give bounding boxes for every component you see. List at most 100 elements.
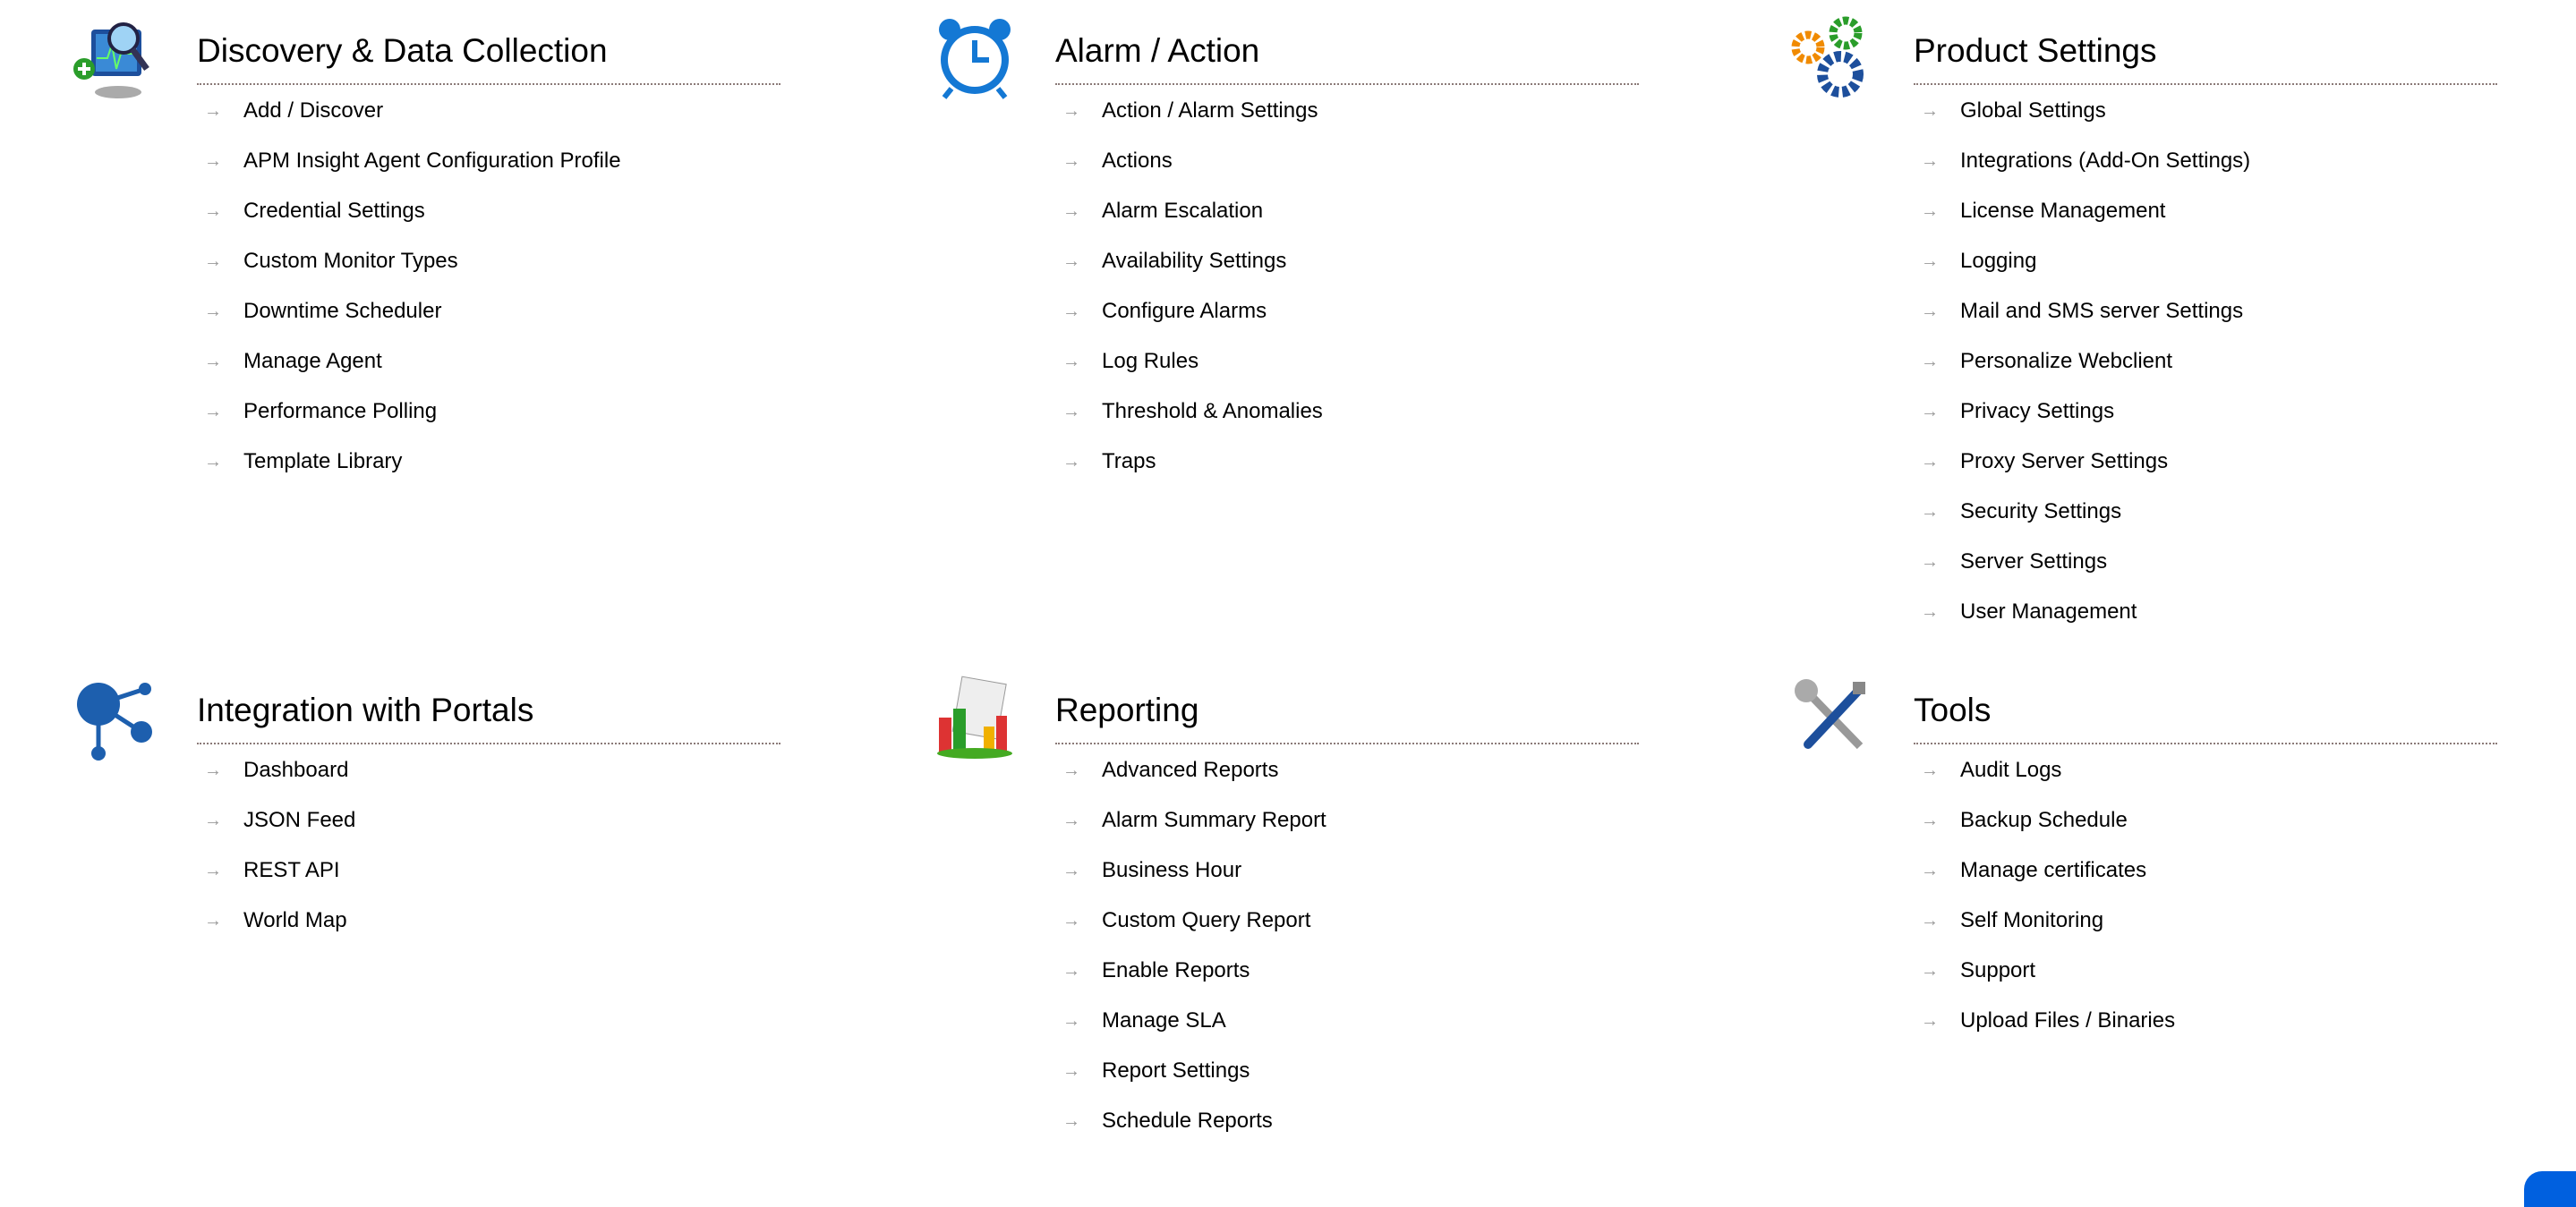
arrow-right-icon: → xyxy=(204,201,222,221)
menu-link[interactable]: → Privacy Settings xyxy=(1914,396,2576,446)
arrow-right-icon: → xyxy=(1921,151,1939,171)
section-title: Tools xyxy=(1914,691,2497,744)
menu-link-label: License Management xyxy=(1960,199,2166,223)
arrow-right-icon: → xyxy=(1921,861,1939,880)
arrow-right-icon: → xyxy=(1062,761,1080,780)
monitor-discovery-icon xyxy=(72,13,161,103)
menu-link[interactable]: → Logging xyxy=(1914,246,2576,296)
menu-link-label: Self Monitoring xyxy=(1960,908,2104,932)
item-list: → Audit Logs → Backup Schedule → Manage certi… xyxy=(1914,744,2576,1056)
menu-link[interactable]: → Threshold & Anomalies xyxy=(1055,396,1861,446)
menu-link-label: Alarm Escalation xyxy=(1102,199,1264,223)
menu-link-label: User Management xyxy=(1960,599,2137,624)
arrow-right-icon: → xyxy=(1921,302,1939,321)
menu-link[interactable]: → Upload Files / Binaries xyxy=(1914,1006,2576,1056)
menu-link[interactable]: → Proxy Server Settings xyxy=(1914,446,2576,497)
menu-link[interactable]: → Global Settings xyxy=(1914,96,2576,146)
menu-link[interactable]: → Enable Reports xyxy=(1055,956,1861,1006)
menu-link[interactable]: → Performance Polling xyxy=(197,396,1002,446)
menu-link[interactable]: → APM Insight Agent Configuration Profile xyxy=(197,146,1002,196)
section-title: Reporting xyxy=(1055,691,1639,744)
menu-link[interactable]: → Schedule Reports xyxy=(1055,1106,1861,1156)
menu-link[interactable]: → REST API xyxy=(197,855,1002,905)
report-chart-icon xyxy=(930,673,1019,762)
menu-link[interactable]: → Business Hour xyxy=(1055,855,1861,905)
chat-button[interactable] xyxy=(2524,1171,2576,1207)
menu-link-label: Downtime Scheduler xyxy=(243,299,442,323)
menu-link[interactable]: → Manage certificates xyxy=(1914,855,2576,905)
menu-link-label: Template Library xyxy=(243,449,403,473)
menu-link[interactable]: → World Map xyxy=(197,905,1002,956)
menu-link[interactable]: → Custom Monitor Types xyxy=(197,246,1002,296)
menu-link-label: REST API xyxy=(243,858,340,882)
menu-link[interactable]: → Report Settings xyxy=(1055,1056,1861,1106)
menu-link[interactable]: → Audit Logs xyxy=(1914,755,2576,805)
arrow-right-icon: → xyxy=(204,352,222,371)
menu-link-label: Custom Monitor Types xyxy=(243,249,458,273)
menu-link-label: Integrations (Add-On Settings) xyxy=(1960,149,2251,173)
arrow-right-icon: → xyxy=(1062,251,1080,271)
item-list: → Dashboard → JSON Feed → REST API → World Map xyxy=(197,744,1002,956)
menu-link[interactable]: → License Management xyxy=(1914,196,2576,246)
menu-link-label: Mail and SMS server Settings xyxy=(1960,299,2244,323)
arrow-right-icon: → xyxy=(204,761,222,780)
menu-link[interactable]: → Backup Schedule xyxy=(1914,805,2576,855)
menu-link[interactable]: → Integrations (Add-On Settings) xyxy=(1914,146,2576,196)
menu-link-label: Add / Discover xyxy=(243,98,384,123)
menu-link[interactable]: → Manage SLA xyxy=(1055,1006,1861,1056)
menu-link[interactable]: → Configure Alarms xyxy=(1055,296,1861,346)
arrow-right-icon: → xyxy=(1921,452,1939,472)
menu-link[interactable]: → User Management xyxy=(1914,597,2576,647)
section-title: Product Settings xyxy=(1914,31,2497,85)
section-product-settings: Product Settings → Global Settings → Integra… xyxy=(1791,16,2576,647)
menu-link-label: Custom Query Report xyxy=(1102,908,1311,932)
arrow-right-icon: → xyxy=(204,402,222,421)
arrow-right-icon: → xyxy=(1921,101,1939,121)
menu-link[interactable]: → Custom Query Report xyxy=(1055,905,1861,956)
menu-link-label: Performance Polling xyxy=(243,399,438,423)
menu-link-label: Report Settings xyxy=(1102,1058,1250,1083)
item-list: → Global Settings → Integrations (Add-On Se… xyxy=(1914,85,2576,647)
menu-link[interactable]: → Security Settings xyxy=(1914,497,2576,547)
menu-link[interactable]: → Downtime Scheduler xyxy=(197,296,1002,346)
menu-link-label: Alarm Summary Report xyxy=(1102,808,1326,832)
arrow-right-icon: → xyxy=(1062,911,1080,931)
menu-link-label: Manage certificates xyxy=(1960,858,2147,882)
menu-link-label: Configure Alarms xyxy=(1102,299,1267,323)
arrow-right-icon: → xyxy=(204,302,222,321)
menu-link[interactable]: → Personalize Webclient xyxy=(1914,346,2576,396)
menu-link[interactable]: → Template Library xyxy=(197,446,1002,497)
menu-link-label: Support xyxy=(1960,958,2036,982)
menu-link[interactable]: → Dashboard xyxy=(197,755,1002,805)
menu-link-label: Security Settings xyxy=(1960,499,2122,523)
menu-link[interactable]: → Support xyxy=(1914,956,2576,1006)
menu-link[interactable]: → Advanced Reports xyxy=(1055,755,1861,805)
arrow-right-icon: → xyxy=(1062,151,1080,171)
menu-link-label: Enable Reports xyxy=(1102,958,1250,982)
menu-link-label: APM Insight Agent Configuration Profile xyxy=(243,149,621,173)
menu-link[interactable]: → Traps xyxy=(1055,446,1861,497)
gears-icon xyxy=(1788,13,1878,103)
menu-link[interactable]: → JSON Feed xyxy=(197,805,1002,855)
menu-link[interactable]: → Alarm Summary Report xyxy=(1055,805,1861,855)
arrow-right-icon: → xyxy=(1921,811,1939,830)
arrow-right-icon: → xyxy=(1062,402,1080,421)
menu-link[interactable]: → Alarm Escalation xyxy=(1055,196,1861,246)
arrow-right-icon: → xyxy=(204,911,222,931)
menu-link[interactable]: → Mail and SMS server Settings xyxy=(1914,296,2576,346)
menu-link[interactable]: → Add / Discover xyxy=(197,96,1002,146)
menu-link-label: Advanced Reports xyxy=(1102,758,1279,782)
menu-link[interactable]: → Log Rules xyxy=(1055,346,1861,396)
arrow-right-icon: → xyxy=(1921,502,1939,522)
menu-link[interactable]: → Self Monitoring xyxy=(1914,905,2576,956)
menu-link[interactable]: → Server Settings xyxy=(1914,547,2576,597)
menu-link[interactable]: → Action / Alarm Settings xyxy=(1055,96,1861,146)
arrow-right-icon: → xyxy=(1062,101,1080,121)
arrow-right-icon: → xyxy=(204,452,222,472)
menu-link[interactable]: → Manage Agent xyxy=(197,346,1002,396)
menu-link[interactable]: → Actions xyxy=(1055,146,1861,196)
menu-link[interactable]: → Availability Settings xyxy=(1055,246,1861,296)
arrow-right-icon: → xyxy=(1921,761,1939,780)
menu-link[interactable]: → Credential Settings xyxy=(197,196,1002,246)
menu-link-label: Upload Files / Binaries xyxy=(1960,1008,2176,1033)
